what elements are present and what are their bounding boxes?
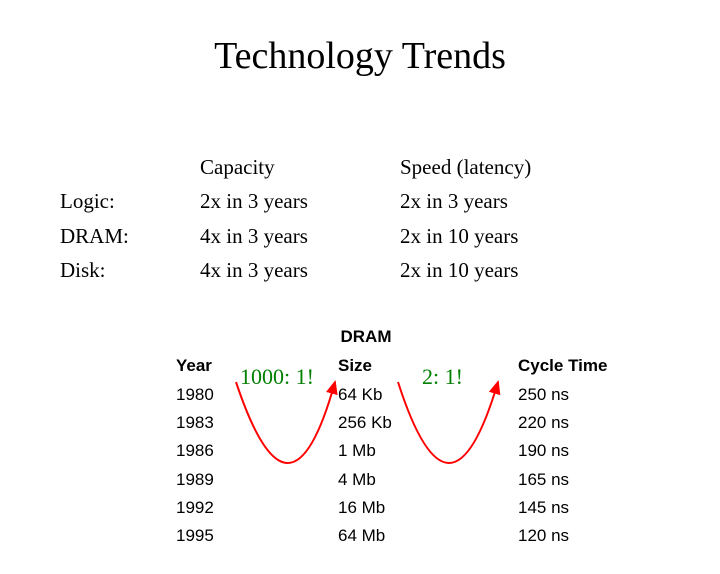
dram-size: 1 Mb [338,437,518,465]
trend-row: Disk: 4x in 3 years 2x in 10 years [60,253,620,287]
dram-cycle: 220 ns [518,409,628,437]
trends-table: Capacity Speed (latency) Logic: 2x in 3 … [60,150,620,288]
trend-label: DRAM: [60,219,200,253]
dram-year: 1989 [176,466,338,494]
dram-cycle: 165 ns [518,466,628,494]
dram-size: 64 Mb [338,522,518,550]
trend-speed: 2x in 3 years [400,184,620,218]
trend-speed: 2x in 10 years [400,219,620,253]
header-capacity: Capacity [200,150,400,184]
dram-row: 1989 4 Mb 165 ns [176,466,628,494]
trend-label: Disk: [60,253,200,287]
dram-year: 1995 [176,522,338,550]
trend-speed: 2x in 10 years [400,253,620,287]
page-title: Technology Trends [0,34,720,78]
annotation-size-ratio: 1000: 1! [240,364,314,390]
dram-col-cycle: Cycle Time [518,352,628,380]
trend-capacity: 2x in 3 years [200,184,400,218]
annotation-cycle-ratio: 2: 1! [422,364,463,390]
trend-row: DRAM: 4x in 3 years 2x in 10 years [60,219,620,253]
dram-year: 1992 [176,494,338,522]
dram-row: 1986 1 Mb 190 ns [176,437,628,465]
dram-row: 1992 16 Mb 145 ns [176,494,628,522]
trend-capacity: 4x in 3 years [200,219,400,253]
dram-year: 1986 [176,437,338,465]
dram-size: 16 Mb [338,494,518,522]
dram-cycle: 120 ns [518,522,628,550]
dram-cycle: 190 ns [518,437,628,465]
trend-row: Logic: 2x in 3 years 2x in 3 years [60,184,620,218]
dram-title: DRAM [176,324,556,350]
dram-row: 1983 256 Kb 220 ns [176,409,628,437]
dram-cycle: 145 ns [518,494,628,522]
dram-year: 1983 [176,409,338,437]
header-speed: Speed (latency) [400,150,620,184]
trend-capacity: 4x in 3 years [200,253,400,287]
dram-section: DRAM Year Size Cycle Time 1980 64 Kb 250… [176,324,628,551]
dram-size: 4 Mb [338,466,518,494]
dram-size: 256 Kb [338,409,518,437]
trend-label: Logic: [60,184,200,218]
dram-row: 1995 64 Mb 120 ns [176,522,628,550]
dram-cycle: 250 ns [518,381,628,409]
